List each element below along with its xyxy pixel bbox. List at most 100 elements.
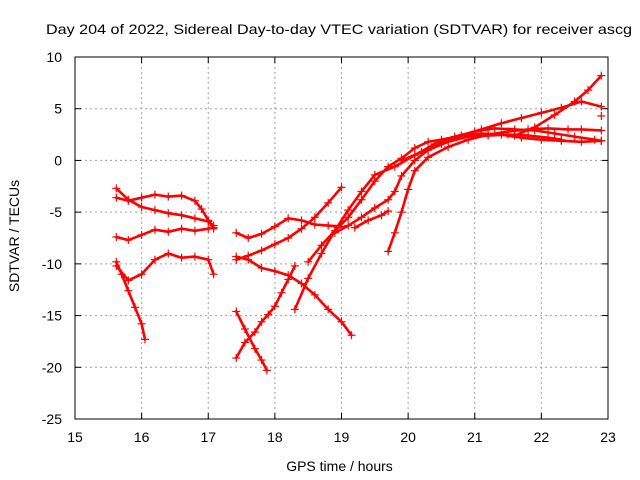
series-line bbox=[115, 226, 215, 242]
data-point-marker bbox=[257, 263, 266, 272]
data-point-marker bbox=[244, 251, 253, 260]
data-point-marker bbox=[190, 226, 199, 235]
data-point-marker bbox=[257, 246, 266, 255]
data-point-marker bbox=[404, 185, 413, 194]
data-point-marker bbox=[150, 206, 159, 215]
data-point-marker bbox=[257, 356, 266, 365]
data-point-marker bbox=[444, 142, 453, 151]
data-point-marker bbox=[270, 267, 279, 276]
series-track-15 bbox=[384, 124, 606, 256]
x-axis-title: GPS time / hours bbox=[286, 458, 393, 474]
data-point-marker bbox=[357, 213, 366, 222]
series-line bbox=[513, 74, 603, 137]
data-point-marker bbox=[344, 213, 353, 222]
data-point-marker bbox=[504, 127, 513, 136]
data-point-marker bbox=[117, 270, 126, 279]
data-point-marker bbox=[140, 335, 149, 344]
data-point-marker bbox=[270, 302, 279, 311]
data-point-marker bbox=[410, 144, 419, 153]
series-line bbox=[234, 255, 353, 337]
data-point-marker bbox=[304, 274, 313, 283]
series-line bbox=[353, 209, 390, 229]
data-point-marker bbox=[410, 156, 419, 165]
data-point-marker bbox=[297, 216, 306, 225]
data-point-marker bbox=[410, 166, 419, 175]
series-track-8 bbox=[232, 183, 346, 264]
series-line bbox=[115, 252, 215, 282]
x-tick-label: 18 bbox=[267, 429, 283, 445]
data-point-marker bbox=[177, 224, 186, 233]
data-point-marker bbox=[250, 344, 259, 353]
data-point-marker bbox=[204, 255, 213, 264]
data-point-marker bbox=[310, 213, 319, 222]
data-point-marker bbox=[384, 247, 393, 256]
data-point-marker bbox=[204, 224, 213, 233]
data-point-marker bbox=[310, 290, 319, 299]
data-point-marker bbox=[497, 119, 506, 128]
data-point-marker bbox=[124, 276, 133, 285]
series-track-14 bbox=[350, 207, 393, 232]
x-tick-label: 23 bbox=[600, 429, 616, 445]
data-point-marker bbox=[204, 216, 213, 225]
data-point-marker bbox=[437, 139, 446, 148]
data-point-marker bbox=[597, 102, 606, 111]
data-point-marker bbox=[337, 317, 346, 326]
data-point-marker bbox=[150, 225, 159, 234]
x-tick-label: 19 bbox=[334, 429, 350, 445]
data-point-marker bbox=[124, 196, 133, 205]
data-point-marker bbox=[357, 187, 366, 196]
data-point-marker bbox=[584, 86, 593, 95]
data-point-marker bbox=[284, 214, 293, 223]
x-tick-label: 16 bbox=[134, 429, 150, 445]
data-point-marker bbox=[232, 307, 241, 316]
data-point-marker bbox=[209, 270, 218, 279]
data-point-marker bbox=[324, 221, 333, 230]
data-point-marker bbox=[304, 257, 313, 266]
data-point-marker bbox=[390, 228, 399, 237]
series-track-18 bbox=[597, 111, 606, 120]
data-point-marker bbox=[324, 305, 333, 314]
data-point-marker bbox=[177, 191, 186, 200]
y-tick-label: 5 bbox=[54, 101, 62, 117]
data-point-marker bbox=[337, 183, 346, 192]
chart-title: Day 204 of 2022, Sidereal Day-to-day VTE… bbox=[46, 21, 632, 37]
data-point-marker bbox=[164, 249, 173, 258]
data-point-marker bbox=[137, 193, 146, 202]
data-point-marker bbox=[390, 187, 399, 196]
y-tick-label: -10 bbox=[42, 256, 62, 272]
data-point-marker bbox=[164, 227, 173, 236]
axes: 15 16 17 18 19 20 21 22 23 10 5 0 -5 -10 -15 -20 -25 bbox=[42, 49, 616, 445]
data-point-marker bbox=[370, 204, 379, 213]
data-point-marker bbox=[347, 331, 356, 340]
series-line bbox=[306, 132, 603, 264]
data-point-marker bbox=[570, 97, 579, 106]
data-point-marker bbox=[257, 229, 266, 238]
series-track-11 bbox=[290, 124, 606, 314]
x-tick-label: 21 bbox=[467, 429, 483, 445]
data-point-marker bbox=[417, 148, 426, 157]
data-point-marker bbox=[317, 249, 326, 258]
data-point-marker bbox=[270, 222, 279, 231]
data-point-marker bbox=[357, 195, 366, 204]
data-point-marker bbox=[244, 234, 253, 242]
series-track-10 bbox=[232, 261, 299, 362]
series-track-17 bbox=[510, 71, 606, 140]
data-point-marker bbox=[397, 156, 406, 165]
data-point-marker bbox=[370, 177, 379, 186]
series-track-2 bbox=[112, 190, 218, 233]
data-point-marker bbox=[397, 171, 406, 180]
data-point-marker bbox=[112, 184, 121, 193]
data-point-marker bbox=[264, 310, 273, 319]
x-tick-label: 17 bbox=[200, 429, 216, 445]
data-point-marker bbox=[257, 317, 266, 326]
data-point-marker bbox=[130, 303, 139, 312]
series-track-6 bbox=[232, 214, 346, 242]
y-tick-label: -20 bbox=[42, 359, 62, 375]
y-tick-label: 10 bbox=[46, 49, 62, 65]
x-tick-label: 20 bbox=[400, 429, 416, 445]
y-tick-label: -15 bbox=[42, 308, 62, 324]
data-point-marker bbox=[324, 198, 333, 207]
data-point-marker bbox=[350, 223, 359, 232]
data-point-marker bbox=[544, 124, 553, 133]
